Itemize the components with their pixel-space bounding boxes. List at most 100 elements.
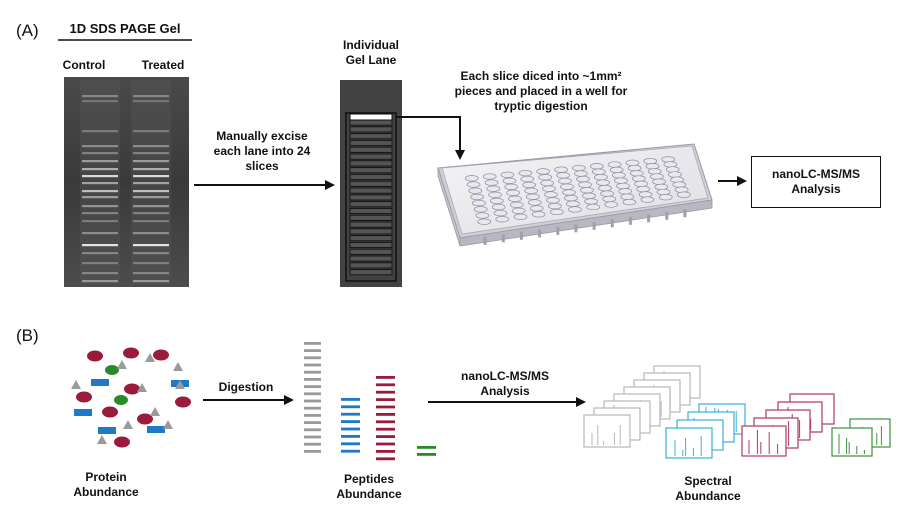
plate-well <box>495 216 510 223</box>
plate-well <box>614 177 628 184</box>
sds-page-gel <box>64 77 189 287</box>
plate-well <box>634 180 648 187</box>
peptide-bar-blue <box>341 412 360 416</box>
plate-well <box>560 183 574 190</box>
spectral-abundance-label: Spectral Abundance <box>675 474 741 503</box>
gel-band-control <box>82 232 118 235</box>
plate-well <box>568 206 582 213</box>
peptide-bar-gray <box>304 392 321 396</box>
gel-band-control <box>82 100 118 103</box>
plate-well <box>547 202 562 210</box>
gel-band-control <box>82 168 118 171</box>
peptide-bar-gray <box>304 399 321 403</box>
gel-band-treated <box>133 95 169 98</box>
gel-band-control <box>82 280 118 283</box>
spectrum-blue <box>665 427 713 459</box>
plate-well <box>586 203 600 211</box>
plate-well <box>602 195 617 203</box>
protein-ellipse <box>123 347 139 359</box>
plate-well <box>500 171 515 178</box>
plate-well <box>647 168 662 175</box>
peptide-bar-maroon <box>376 457 395 461</box>
peptide-bar-gray <box>304 370 321 374</box>
peptide-bar-maroon <box>376 435 395 438</box>
panel-b-label: (B) <box>16 326 39 345</box>
plate-well <box>472 199 486 207</box>
protein-triangle <box>150 407 160 416</box>
gel-band-control <box>82 205 118 208</box>
gel-slice <box>349 262 393 269</box>
peptide-bar-maroon <box>376 450 395 453</box>
peptide-bar-maroon <box>376 413 395 416</box>
plate-well <box>618 188 633 195</box>
gel-slice <box>349 160 393 167</box>
protein-abundance-label: Protein Abundance <box>73 470 139 499</box>
peptide-bar-maroon <box>376 398 395 401</box>
peptide-bar-gray <box>304 450 321 453</box>
plate-well <box>493 209 508 217</box>
gel-band-treated <box>133 190 169 193</box>
gel-slice <box>349 228 393 235</box>
plate-well <box>524 187 538 194</box>
peptide-bar-maroon <box>376 442 395 446</box>
gel-slice <box>349 194 393 201</box>
plate-well <box>620 193 635 200</box>
plate-well <box>486 185 501 192</box>
peptide-bar-gray <box>304 421 321 424</box>
protein-ellipse <box>124 383 140 395</box>
plate-well <box>604 201 619 208</box>
gel-band-treated <box>133 168 169 171</box>
gel-slice <box>349 126 393 133</box>
gel-band-treated <box>133 160 169 163</box>
plate-well <box>632 175 646 182</box>
plate-well <box>546 197 560 204</box>
protein-ellipse <box>114 436 130 448</box>
analysis-box-a-line2: Analysis <box>791 182 841 196</box>
plate-well <box>477 218 492 225</box>
plate-well <box>672 181 687 188</box>
peptides-abundance-label: Peptides Abundance <box>336 472 402 501</box>
plate-well <box>652 178 666 185</box>
gel-band-control <box>82 212 118 215</box>
peptide-bar-maroon <box>376 390 395 394</box>
peptide-bar-maroon <box>376 420 395 424</box>
gel-band-control <box>82 272 118 275</box>
protein-ellipse <box>137 413 153 425</box>
plate-well <box>473 206 488 213</box>
plate-well <box>650 173 664 180</box>
protein-green <box>105 365 119 375</box>
gel-slice <box>349 133 393 140</box>
gel-title: 1D SDS PAGE Gel <box>69 21 181 36</box>
protein-mixture <box>71 347 191 448</box>
peptide-bar-gray <box>304 349 321 352</box>
plate-well <box>591 168 606 175</box>
gel-band-control <box>82 244 118 247</box>
peptide-bar-blue <box>341 427 360 431</box>
plate-well <box>526 193 540 200</box>
protein-ellipse <box>175 396 191 408</box>
gel-slice <box>349 139 393 147</box>
gel-slice <box>349 187 393 194</box>
plate-well <box>654 183 669 191</box>
plate-well <box>676 191 691 198</box>
plate-well <box>668 171 682 178</box>
plate-well <box>584 198 598 205</box>
peptide-bar-blue <box>341 442 360 446</box>
ms-analysis-label: nanoLC-MS/MS Analysis <box>461 369 549 398</box>
plate-well <box>544 191 558 198</box>
protein-triangle <box>163 420 173 429</box>
analysis-box-a: nanoLC-MS/MS Analysis <box>751 156 881 208</box>
gel-slice <box>349 255 393 262</box>
lane-label-treated: Treated <box>141 58 185 72</box>
plate-well <box>598 184 612 192</box>
plate-well <box>558 177 572 185</box>
plate-well <box>540 179 554 187</box>
gel-slice <box>349 241 393 249</box>
plate-well <box>556 172 570 179</box>
gel-slice <box>349 180 393 187</box>
gel-band-treated <box>133 280 169 283</box>
plate-well <box>564 194 578 202</box>
protein-triangle <box>71 380 81 389</box>
peptide-bar-gray <box>304 363 321 367</box>
